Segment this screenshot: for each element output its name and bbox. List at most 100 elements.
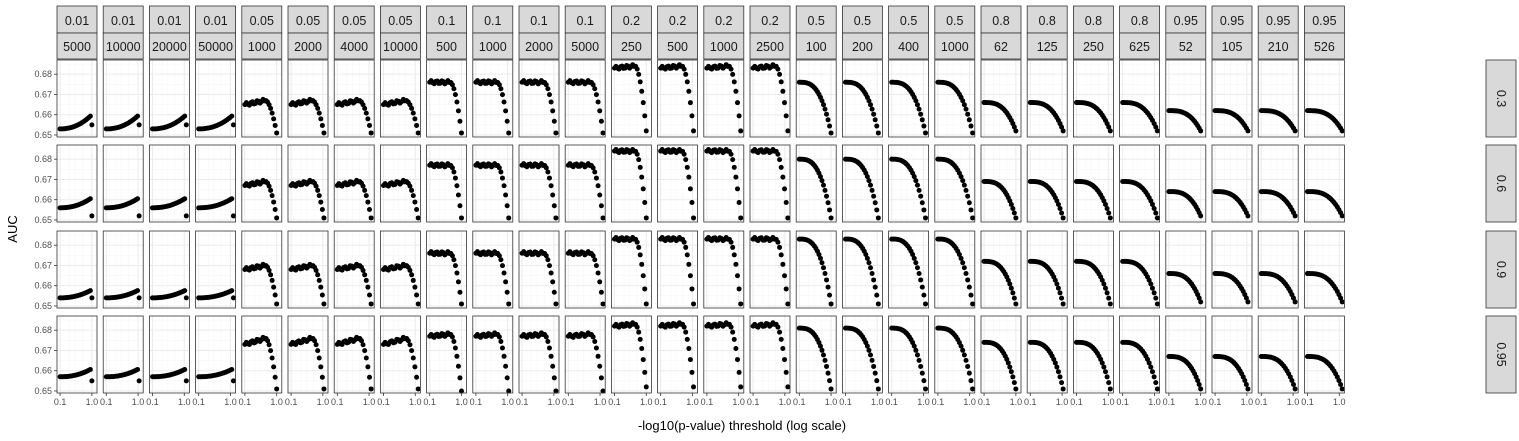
data-point (683, 71, 689, 77)
data-point (268, 272, 274, 278)
data-point (960, 98, 966, 104)
strip-bottom-label: 50000 (198, 40, 233, 54)
data-point (1007, 281, 1013, 287)
panel-background (611, 231, 652, 308)
strip-top-box (564, 5, 606, 34)
data-point (827, 378, 833, 384)
data-point (269, 110, 275, 116)
data-point (315, 272, 321, 278)
data-point (1107, 301, 1113, 307)
data-point (545, 169, 551, 175)
data-point (229, 288, 235, 294)
x-tick-label: 1.0 (317, 397, 330, 407)
data-point (503, 363, 509, 369)
data-point (683, 329, 689, 335)
y-tick-label: 0.68 (34, 154, 52, 164)
data-point (499, 345, 505, 351)
data-point (817, 343, 823, 349)
data-point (551, 375, 557, 381)
data-point (1102, 285, 1108, 291)
panel-border (1073, 230, 1114, 309)
panel-border (842, 230, 883, 309)
data-point (550, 108, 556, 114)
data-point (819, 98, 825, 104)
data-point (689, 286, 695, 292)
data-point (643, 128, 649, 134)
data-point (914, 352, 920, 358)
data-point (1059, 210, 1065, 216)
data-point (1055, 201, 1061, 207)
data-point (734, 357, 740, 363)
data-point (272, 207, 278, 213)
strip-top-box (195, 5, 237, 34)
x-tick-label: 0.1 (839, 397, 852, 407)
data-point (824, 277, 830, 283)
data-point (458, 215, 464, 221)
data-point (913, 178, 919, 184)
strip-bottom-label: 500 (436, 40, 457, 54)
panel-border (56, 230, 98, 309)
x-tick-label: 1.0 (686, 397, 699, 407)
axes: 0.65 0.66 0.67 0.68 0.65 0.66 0.67 0.68 0.65 0.66… (34, 69, 1345, 407)
x-tick-label: 1.0 (1241, 397, 1254, 407)
data-point (498, 257, 504, 263)
facet-panels (56, 59, 1345, 394)
data-point (360, 267, 366, 273)
data-point (637, 79, 643, 85)
data-point (691, 128, 697, 134)
panel-background (519, 316, 559, 393)
data-point (595, 270, 601, 276)
panel-border (518, 59, 560, 138)
data-point (684, 252, 690, 258)
data-point (272, 122, 278, 128)
data-point (875, 215, 881, 221)
data-point (409, 272, 415, 278)
panel-border (888, 144, 929, 223)
strip-bottom-box (333, 32, 375, 60)
x-tick-label: 0.1 (747, 397, 760, 407)
data-point (966, 117, 972, 123)
data-point (921, 123, 927, 129)
data-point (1008, 369, 1014, 375)
data-point (639, 174, 645, 180)
data-point (686, 88, 692, 94)
data-point (681, 151, 687, 157)
x-tick-label: 1.0 (132, 397, 145, 407)
data-point (1292, 213, 1298, 219)
data-point (775, 66, 781, 72)
strip-bottom-box (1211, 32, 1253, 60)
panel-background (334, 316, 375, 393)
y-tick-label: 0.65 (34, 130, 52, 140)
panel-border (1026, 230, 1068, 309)
x-tick-label: 1.0 (1010, 397, 1023, 407)
data-point (268, 348, 274, 354)
strip-right-label: 0.6 (1494, 175, 1508, 192)
data-point (410, 110, 416, 116)
strip-bottom-label: 100 (806, 40, 827, 54)
data-point (733, 88, 739, 94)
panel-border (379, 144, 421, 223)
data-point (1054, 281, 1060, 287)
x-tick-label: 0.1 (608, 397, 621, 407)
data-point (1013, 301, 1019, 307)
panel-background (750, 60, 790, 137)
data-point (1151, 290, 1157, 296)
data-point (828, 386, 834, 392)
data-point (499, 175, 505, 181)
data-point (782, 273, 788, 279)
data-point (318, 199, 324, 205)
data-point (269, 355, 275, 361)
strip-top-label: 0.1 (530, 14, 547, 28)
y-tick-label: 0.65 (34, 386, 52, 396)
data-point (965, 111, 971, 117)
x-tick-label: 1.0 (1287, 397, 1300, 407)
data-point (543, 82, 549, 88)
panel-border (1165, 59, 1207, 138)
data-point (689, 369, 695, 375)
data-point (548, 183, 554, 189)
data-point (1054, 364, 1060, 370)
strip-top-box (102, 5, 144, 34)
data-point (321, 386, 327, 392)
data-point (135, 196, 141, 202)
data-point (869, 357, 875, 363)
